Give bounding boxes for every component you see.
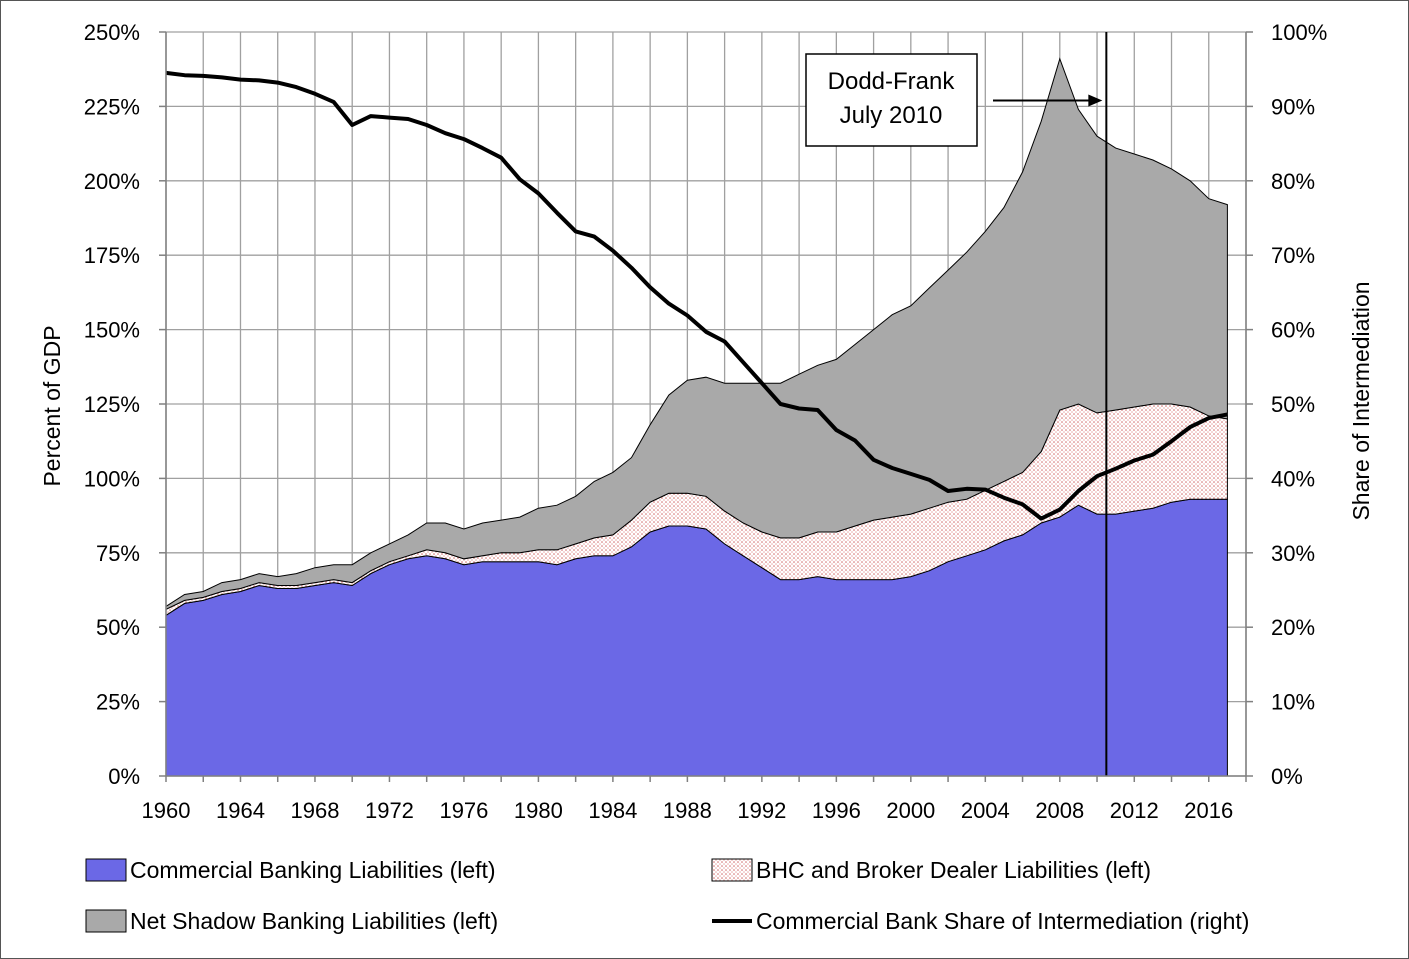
x-tick-label: 2004 — [961, 798, 1010, 823]
left-tick-label: 0% — [108, 764, 140, 789]
dodd-frank-label-line2: July 2010 — [840, 102, 943, 129]
left-tick-label: 150% — [84, 318, 140, 343]
right-tick-label: 50% — [1271, 392, 1315, 417]
dodd-frank-label-box — [805, 53, 978, 147]
x-tick-label: 2012 — [1110, 798, 1159, 823]
legend-bhc-broker-dealer: BHC and Broker Dealer Liabilities (left) — [711, 857, 1151, 883]
net-shadow-banking-area — [165, 57, 1228, 611]
x-tick-label: 1976 — [439, 798, 488, 823]
legend-bhc-broker-dealer-swatch — [711, 858, 753, 882]
legend-net-shadow-banking: Net Shadow Banking Liabilities (left) — [85, 908, 498, 934]
x-tick-label: 1972 — [365, 798, 414, 823]
right-tick-label: 10% — [1271, 690, 1315, 715]
legend-commercial-banking-label: Commercial Banking Liabilities (left) — [130, 857, 496, 883]
right-tick-label: 40% — [1271, 466, 1315, 491]
left-axis-title: Percent of GDP — [39, 325, 65, 486]
left-tick-label: 125% — [84, 392, 140, 417]
x-tick-label: 1984 — [588, 798, 637, 823]
share-line-layer — [165, 70, 1228, 521]
right-tick-label: 0% — [1271, 764, 1303, 789]
right-tick-label: 30% — [1271, 541, 1315, 566]
left-tick-label: 225% — [84, 94, 140, 119]
stacked-areas — [165, 57, 1228, 777]
right-tick-label: 80% — [1271, 169, 1315, 194]
right-tick-label: 70% — [1271, 243, 1315, 268]
legend: Commercial Banking Liabilities (left) BHC… — [85, 857, 1249, 934]
axes — [159, 31, 1253, 782]
dodd-frank-arrow-head — [1088, 94, 1103, 107]
legend-commercial-banking: Commercial Banking Liabilities (left) — [85, 857, 496, 883]
x-tick-label: 1980 — [514, 798, 563, 823]
left-y-tick-labels: 0% 25% 50% 75% 100% 125% 150% 175% 200% 225% 250% — [84, 20, 140, 789]
x-tick-labels: 1960 1964 1968 1972 1976 1980 1984 1988 1992 1996… — [142, 798, 1234, 823]
x-tick-label: 1964 — [216, 798, 265, 823]
x-tick-label: 1968 — [290, 798, 339, 823]
legend-commercial-bank-share: Commercial Bank Share of Intermediation … — [712, 908, 1249, 934]
right-tick-label: 90% — [1271, 94, 1315, 119]
x-tick-label: 1996 — [812, 798, 861, 823]
right-tick-label: 100% — [1271, 20, 1327, 45]
left-tick-label: 75% — [96, 541, 140, 566]
left-tick-label: 175% — [84, 243, 140, 268]
left-tick-label: 100% — [84, 466, 140, 491]
x-tick-label: 1960 — [142, 798, 191, 823]
legend-bhc-broker-dealer-label: BHC and Broker Dealer Liabilities (left) — [756, 857, 1151, 883]
x-tick-label: 2000 — [886, 798, 935, 823]
commercial-bank-share-line — [165, 70, 1228, 521]
right-axis-title: Share of Intermediation — [1348, 281, 1374, 520]
left-tick-label: 250% — [84, 20, 140, 45]
legend-net-shadow-banking-label: Net Shadow Banking Liabilities (left) — [130, 908, 498, 934]
legend-commercial-banking-swatch — [85, 858, 127, 882]
dodd-frank-label-line1: Dodd-Frank — [828, 68, 956, 95]
dodd-frank-annotation: Dodd-Frank July 2010 — [805, 32, 1108, 776]
right-tick-label: 60% — [1271, 318, 1315, 343]
left-tick-label: 50% — [96, 615, 140, 640]
right-tick-label: 20% — [1271, 615, 1315, 640]
legend-commercial-bank-share-label: Commercial Bank Share of Intermediation … — [756, 908, 1249, 934]
x-tick-label: 2008 — [1035, 798, 1084, 823]
x-tick-label: 1988 — [663, 798, 712, 823]
x-tick-label: 2016 — [1184, 798, 1233, 823]
left-tick-label: 200% — [84, 169, 140, 194]
right-y-tick-labels: 0% 10% 20% 30% 40% 50% 60% 70% 80% 90% 100% — [1271, 20, 1327, 789]
legend-net-shadow-banking-swatch — [85, 909, 127, 933]
left-tick-label: 25% — [96, 690, 140, 715]
x-tick-label: 1992 — [737, 798, 786, 823]
